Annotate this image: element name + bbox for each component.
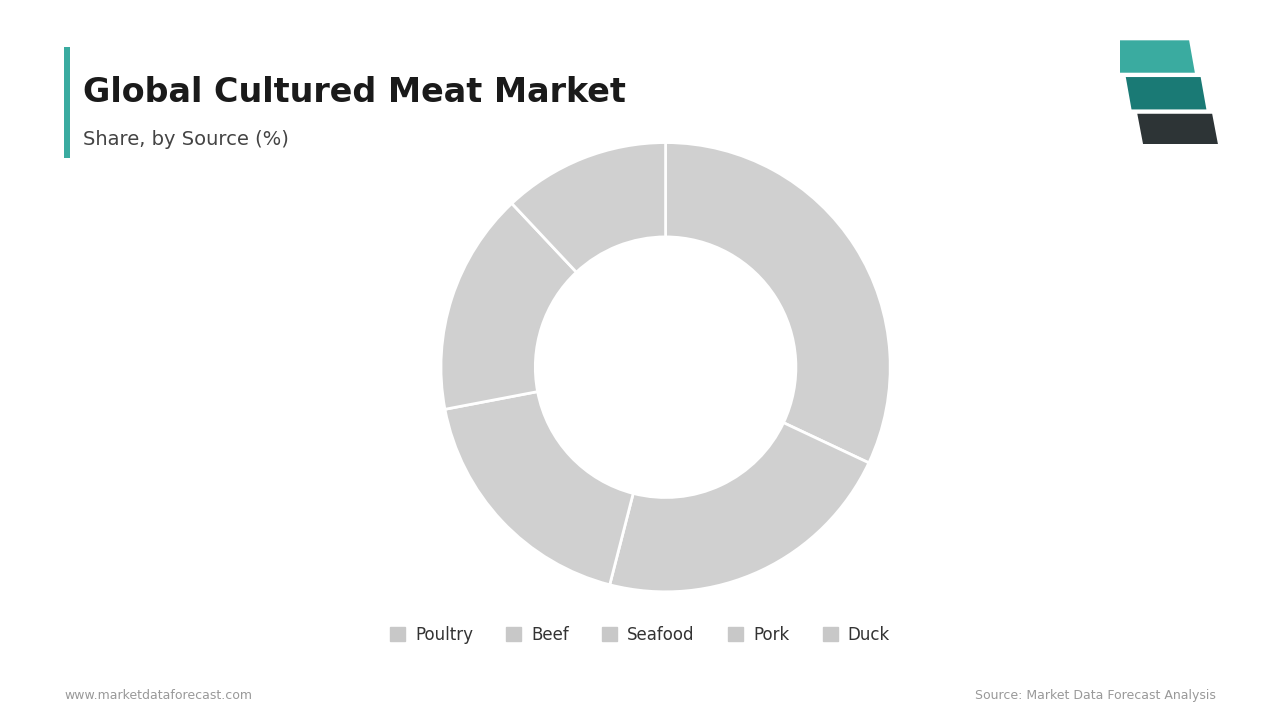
Polygon shape: [1138, 114, 1219, 144]
Legend: Poultry, Beef, Seafood, Pork, Duck: Poultry, Beef, Seafood, Pork, Duck: [383, 619, 897, 650]
Wedge shape: [666, 143, 890, 463]
Polygon shape: [1120, 40, 1196, 73]
Polygon shape: [1126, 77, 1207, 109]
Wedge shape: [442, 204, 576, 409]
Wedge shape: [512, 143, 666, 272]
Wedge shape: [445, 392, 634, 585]
Wedge shape: [609, 423, 869, 592]
Text: Global Cultured Meat Market: Global Cultured Meat Market: [83, 76, 626, 109]
Text: Source: Market Data Forecast Analysis: Source: Market Data Forecast Analysis: [975, 689, 1216, 702]
Text: www.marketdataforecast.com: www.marketdataforecast.com: [64, 689, 252, 702]
Text: Share, by Source (%): Share, by Source (%): [83, 130, 289, 148]
